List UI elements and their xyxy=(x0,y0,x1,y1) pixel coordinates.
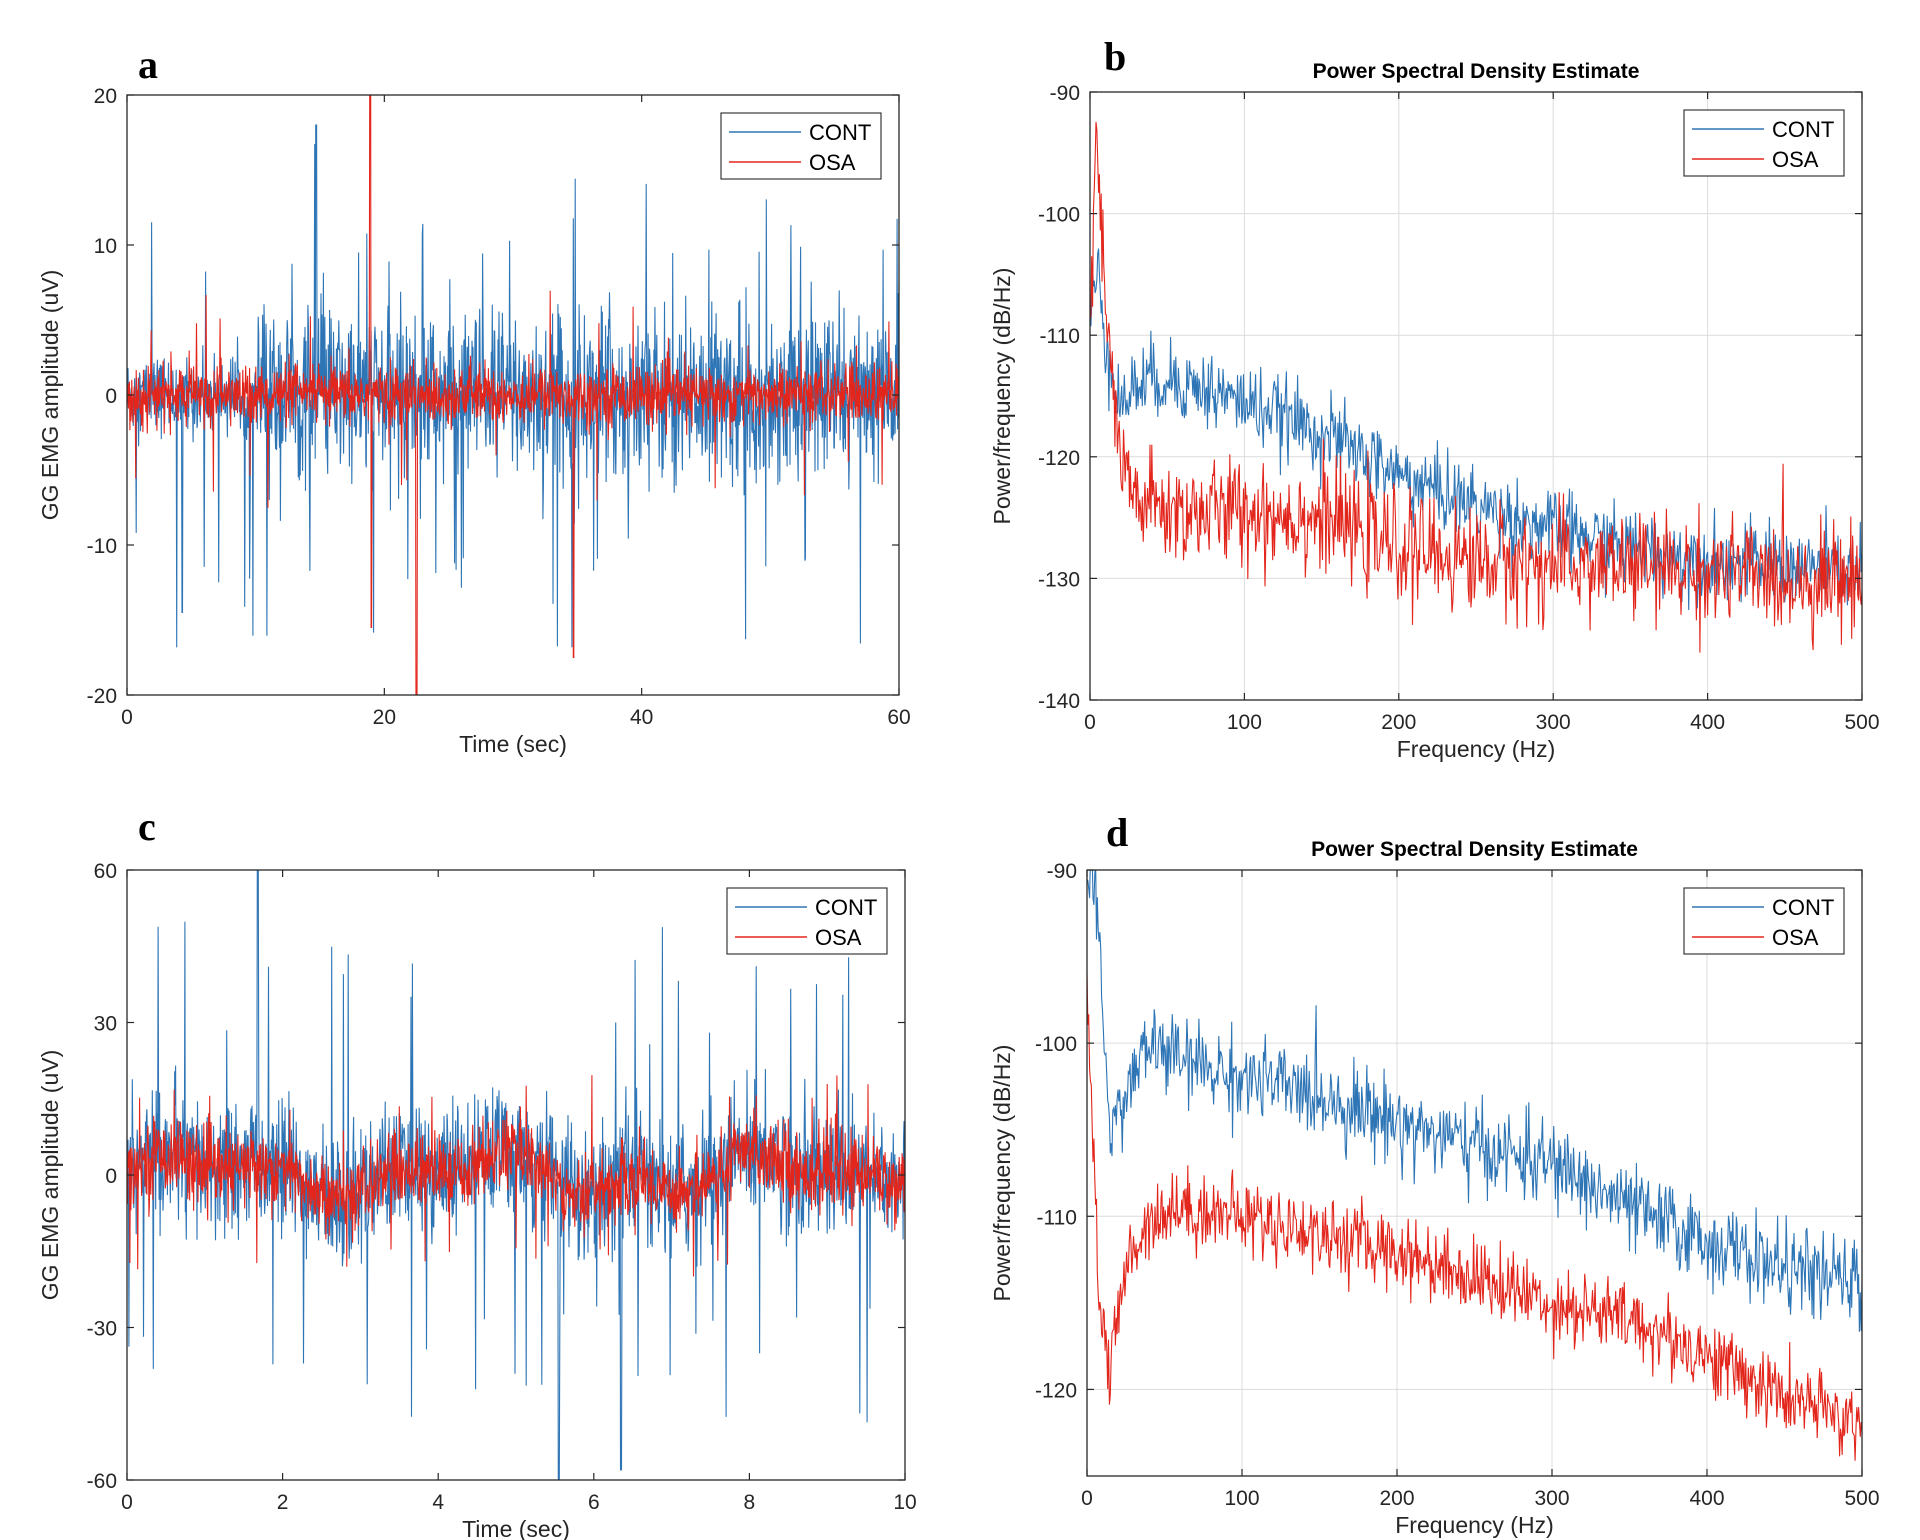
y-axis-label: Power/frequency (dB/Hz) xyxy=(989,1045,1015,1302)
legend-label-osa: OSA xyxy=(809,150,856,175)
y-axis-label: Power/frequency (dB/Hz) xyxy=(989,268,1015,525)
y-axis-label: GG EMG amplitude (uV) xyxy=(37,270,63,521)
y-tick-label: 10 xyxy=(94,235,117,258)
chart-title: Power Spectral Density Estimate xyxy=(1311,838,1638,861)
axes-box-d xyxy=(1086,869,1863,1477)
series-group-c xyxy=(127,870,905,1480)
x-tick-label: 500 xyxy=(1844,711,1879,734)
y-tick-label: -100 xyxy=(1038,204,1080,227)
x-tick-label: 0 xyxy=(1084,711,1096,734)
x-tick-label: 100 xyxy=(1227,711,1262,734)
legend-label-cont: CONT xyxy=(815,895,877,920)
series-line-osa-c xyxy=(127,1075,905,1277)
series-group-a xyxy=(127,95,899,695)
legend-label-cont: CONT xyxy=(1772,117,1834,142)
panel-c-chart: 0 2 4 6 8 10 -60 -30 0 30 60 Time (sec) GG EMG ampli… xyxy=(37,860,917,1540)
x-tick-label: 400 xyxy=(1689,1487,1724,1510)
y-tick-label: -30 xyxy=(87,1318,117,1341)
legend-box xyxy=(726,887,888,955)
panel-d-chart: 0 100 200 300 400 500 -120 -110 -100 -90 Frequency… xyxy=(989,838,1880,1538)
y-tick-label: -10 xyxy=(87,535,117,558)
y-tick-label: -60 xyxy=(87,1470,117,1493)
x-tick-label: 100 xyxy=(1224,1487,1259,1510)
legend-label-osa: OSA xyxy=(1772,147,1819,172)
series-line-osa-b xyxy=(1090,121,1862,653)
legend-label-osa: OSA xyxy=(1772,925,1819,950)
series-group-d xyxy=(1087,870,1862,1461)
series-line-osa-a xyxy=(127,95,899,695)
legend-box xyxy=(720,112,882,180)
x-axis-label: Time (sec) xyxy=(459,731,567,757)
x-axis-label: Frequency (Hz) xyxy=(1395,1512,1553,1538)
y-tick-label: -100 xyxy=(1035,1033,1077,1056)
panel-b-chart: 0 100 200 300 400 500 -140 -130 -120 -110 -100 -90 F… xyxy=(989,60,1880,762)
chart-title: Power Spectral Density Estimate xyxy=(1313,60,1640,83)
x-tick-label: 20 xyxy=(373,706,396,729)
x-tick-label: 500 xyxy=(1844,1487,1879,1510)
x-tick-label: 400 xyxy=(1690,711,1725,734)
y-tick-label: 0 xyxy=(105,1165,117,1188)
legend-box xyxy=(1683,109,1845,177)
panel-a-chart: 0 20 40 60 -20 -10 0 10 20 Time (sec) GG EMG ampli… xyxy=(37,85,911,757)
y-tick-label: 0 xyxy=(105,385,117,408)
series-line-cont-d xyxy=(1087,870,1862,1332)
panel-letter-a: a xyxy=(138,42,158,87)
x-tick-label: 10 xyxy=(893,1491,916,1514)
legend-d: CONT OSA xyxy=(1683,887,1845,955)
legend-c: CONT OSA xyxy=(726,887,888,955)
y-tick-label: -110 xyxy=(1040,325,1080,348)
legend-label-cont: CONT xyxy=(809,120,871,145)
panel-letter-c: c xyxy=(138,804,156,849)
y-tick-label: 30 xyxy=(94,1013,117,1036)
y-axis-label: GG EMG amplitude (uV) xyxy=(37,1050,63,1301)
x-tick-label: 4 xyxy=(432,1491,444,1514)
y-tick-label: -140 xyxy=(1038,690,1080,713)
panel-letter-d: d xyxy=(1106,810,1128,855)
x-tick-label: 200 xyxy=(1381,711,1416,734)
y-tick-label: -20 xyxy=(87,685,117,708)
panel-letter-b: b xyxy=(1104,34,1126,79)
x-tick-label: 2 xyxy=(277,1491,289,1514)
series-group-b xyxy=(1090,121,1862,653)
legend-b: CONT OSA xyxy=(1683,109,1845,177)
y-tick-label: -120 xyxy=(1035,1379,1077,1402)
x-tick-label: 6 xyxy=(588,1491,600,1514)
x-tick-label: 0 xyxy=(121,706,133,729)
axes-box-b xyxy=(1089,91,1863,701)
legend-box xyxy=(1683,887,1845,955)
legend-a: CONT OSA xyxy=(720,112,882,180)
x-tick-label: 0 xyxy=(1081,1487,1093,1510)
y-tick-label: 60 xyxy=(94,860,117,883)
x-axis-label: Frequency (Hz) xyxy=(1397,736,1555,762)
plot-area-d xyxy=(1087,870,1862,1476)
y-tick-label: 20 xyxy=(94,85,117,108)
y-tick-label: -120 xyxy=(1038,447,1080,470)
x-tick-label: 200 xyxy=(1379,1487,1414,1510)
legend-label-cont: CONT xyxy=(1772,895,1834,920)
x-tick-label: 0 xyxy=(121,1491,133,1514)
series-line-cont-c xyxy=(127,870,905,1480)
y-tick-label: -90 xyxy=(1050,82,1080,105)
legend-label-osa: OSA xyxy=(815,925,862,950)
y-tick-label: -110 xyxy=(1037,1206,1077,1229)
x-tick-label: 8 xyxy=(744,1491,756,1514)
x-tick-label: 300 xyxy=(1536,711,1571,734)
x-tick-label: 60 xyxy=(887,706,910,729)
x-tick-label: 300 xyxy=(1534,1487,1569,1510)
plot-area-b xyxy=(1090,92,1862,700)
series-line-osa-d xyxy=(1087,973,1862,1461)
x-axis-label: Time (sec) xyxy=(462,1516,570,1540)
y-tick-label: -130 xyxy=(1038,568,1080,591)
x-tick-label: 40 xyxy=(630,706,653,729)
y-tick-label: -90 xyxy=(1047,860,1077,883)
